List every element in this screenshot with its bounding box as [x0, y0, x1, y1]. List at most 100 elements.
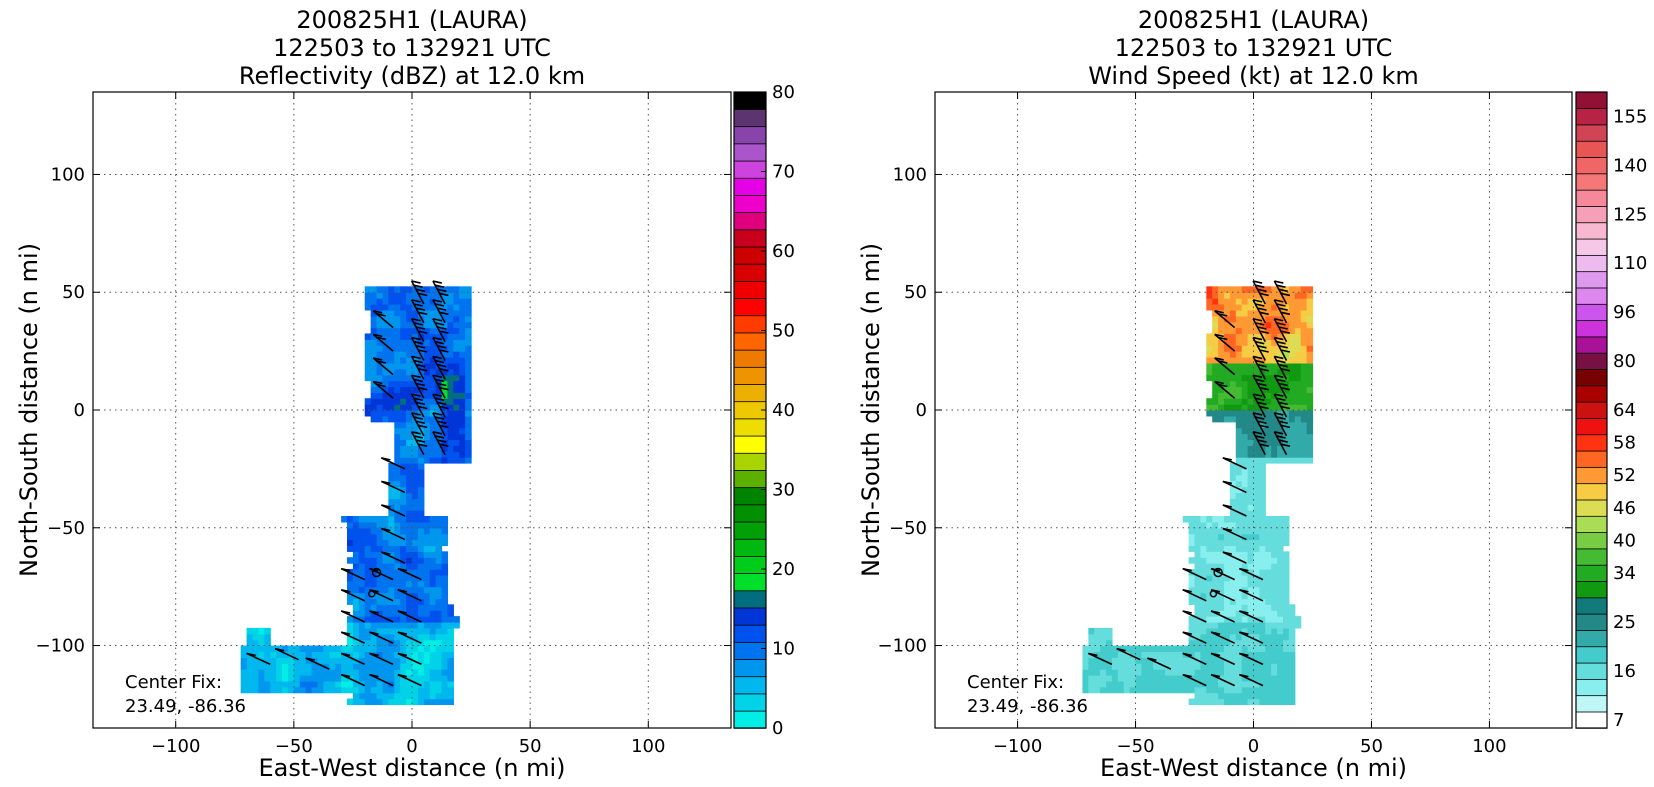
data-cell — [370, 298, 378, 305]
data-cell — [1159, 651, 1166, 658]
data-cell — [1247, 669, 1255, 676]
data-cell — [1259, 327, 1266, 335]
data-cell — [1277, 663, 1284, 670]
data-cell — [406, 574, 413, 582]
data-cell — [370, 657, 378, 664]
wind-barb-staff — [381, 527, 406, 541]
data-cell — [246, 627, 254, 635]
data-cell — [1194, 663, 1202, 670]
data-cell — [1288, 663, 1296, 670]
data-cell — [429, 675, 437, 682]
data-cell — [1235, 651, 1243, 658]
data-cell — [1282, 527, 1290, 535]
wind-barb-feather — [432, 431, 443, 435]
wind-barb-feather — [1257, 439, 1267, 443]
data-cell — [347, 663, 354, 670]
data-cell — [1106, 657, 1113, 664]
data-cell — [1224, 686, 1231, 694]
chart-title-line: 122503 to 132921 UTC — [1115, 34, 1393, 62]
data-cell — [370, 286, 378, 293]
data-cell — [1271, 427, 1278, 435]
data-cell — [400, 551, 407, 558]
data-cell — [435, 604, 443, 611]
data-cell — [1288, 639, 1296, 647]
x-tick-label: −100 — [993, 736, 1042, 757]
data-cell — [1229, 468, 1237, 476]
data-cell — [1117, 651, 1125, 658]
data-cell — [364, 357, 372, 364]
wind-barb-feather — [437, 420, 447, 424]
data-cell — [1265, 516, 1272, 523]
wind-barb-feather — [369, 652, 379, 657]
data-cell — [417, 468, 425, 476]
data-cell — [1265, 404, 1272, 411]
data-cell — [417, 692, 425, 700]
data-cell — [417, 574, 425, 582]
data-cell — [1247, 410, 1255, 417]
data-cell — [376, 675, 384, 682]
colorbar-frame — [1575, 91, 1608, 729]
data-cell — [388, 321, 395, 329]
data-cell — [1241, 404, 1249, 411]
data-cell — [1176, 645, 1184, 653]
wind-barb-feather — [434, 378, 445, 383]
data-cell — [394, 468, 401, 476]
data-cell — [388, 339, 395, 346]
data-cell — [1294, 298, 1302, 305]
data-cell — [453, 351, 460, 358]
data-cell — [435, 610, 443, 617]
data-cell — [1288, 404, 1296, 411]
data-cell — [382, 598, 389, 605]
data-cell — [1253, 698, 1260, 706]
data-cell — [429, 368, 437, 376]
data-cell — [1265, 574, 1272, 582]
data-cell — [1194, 539, 1202, 547]
data-cell — [382, 633, 389, 641]
data-cell — [1218, 557, 1225, 564]
wind-barb-staff — [1222, 504, 1247, 517]
data-cell — [1200, 557, 1207, 564]
data-cell — [447, 610, 454, 617]
data-cell — [1135, 645, 1143, 653]
data-cell — [441, 386, 449, 393]
x-tick-label: −100 — [151, 736, 200, 757]
wind-barb-feather — [1252, 355, 1263, 360]
data-cell — [394, 380, 401, 388]
data-cell — [1271, 686, 1278, 694]
wind-barb-staff — [397, 610, 422, 623]
data-cell — [388, 610, 395, 617]
colorbar-segment — [1575, 564, 1608, 582]
data-cell — [1306, 404, 1314, 411]
data-cell — [1288, 439, 1296, 446]
data-cell — [252, 657, 260, 664]
data-cell — [406, 557, 413, 564]
data-cell — [417, 504, 425, 511]
data-cell — [1253, 627, 1260, 635]
data-cell — [1265, 557, 1272, 564]
data-cell — [287, 651, 295, 658]
wind-barb-feather — [1276, 340, 1286, 345]
data-cell — [1241, 457, 1249, 464]
data-cell — [1282, 627, 1290, 635]
data-cell — [406, 627, 413, 635]
data-cell — [400, 492, 407, 499]
colorbar-segment — [1575, 646, 1608, 664]
data-cell — [447, 604, 454, 611]
wind-barb-feather — [418, 311, 428, 316]
data-cell — [1229, 692, 1237, 700]
data-cell — [1241, 298, 1249, 305]
wind-barb-feather — [418, 292, 428, 297]
data-cell — [1123, 675, 1131, 682]
data-cell — [453, 616, 460, 623]
data-cell — [1200, 563, 1207, 570]
data-cell — [352, 574, 360, 582]
data-cell — [435, 663, 443, 670]
colorbar-segment — [1575, 482, 1608, 501]
data-cell — [347, 680, 354, 688]
data-cell — [1247, 345, 1255, 352]
data-cell — [1106, 669, 1113, 676]
data-cell — [1088, 633, 1095, 641]
data-cell — [364, 586, 372, 594]
data-cell — [441, 645, 449, 653]
data-cell — [388, 616, 395, 623]
